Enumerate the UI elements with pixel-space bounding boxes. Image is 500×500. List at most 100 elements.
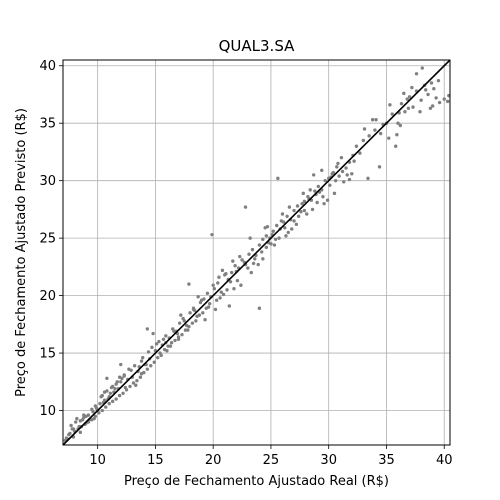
data-point [396,121,400,125]
data-point [214,298,219,302]
data-point [211,283,215,287]
data-point [257,243,262,247]
data-point [301,191,305,196]
data-point [250,247,255,252]
data-point [216,281,220,285]
data-point [265,224,270,229]
data-point [352,159,356,163]
data-point [123,385,128,390]
data-point [152,360,156,364]
data-point [107,401,111,406]
data-point [316,184,321,189]
data-point [378,131,383,136]
data-point [325,198,330,202]
data-point [217,275,221,279]
y-axis-ticks: 10 15 20 25 30 35 40 [39,59,63,419]
data-point [354,144,359,148]
data-point [108,391,113,395]
data-point [407,95,412,99]
data-point [179,313,183,317]
data-point [203,318,207,322]
x-tick-label: 35 [378,453,395,468]
data-point [238,254,242,259]
y-tick-label: 35 [39,117,56,132]
data-point [233,264,237,268]
data-point [169,341,174,345]
data-point [212,287,217,291]
data-point [264,234,269,238]
data-point [426,92,430,97]
data-point [276,176,280,181]
data-point [272,243,277,247]
data-point [320,168,324,173]
x-axis-label: Preço de Fechamento Ajustado Real (R$) [124,474,389,489]
data-point [373,128,377,132]
data-point [220,268,225,273]
y-tick-label: 15 [39,347,56,362]
data-point [261,237,265,241]
data-point [138,375,143,379]
data-point [418,110,422,114]
data-point [292,208,296,213]
data-point [194,319,198,323]
data-point [177,321,182,325]
data-point [428,106,433,110]
data-point [168,344,173,348]
data-point [366,176,370,181]
data-point [131,381,136,385]
y-axis-label: Preço de Fechamento Ajustado Previsto (R… [14,108,29,397]
data-point [218,296,222,300]
data-point [128,384,132,389]
data-point [188,311,192,315]
data-point [420,66,424,70]
data-point [287,205,292,209]
data-point [292,219,296,223]
data-point [158,351,162,355]
x-tick-label: 10 [89,453,106,468]
data-point [296,214,301,218]
data-point [302,199,307,204]
data-point [419,98,423,102]
data-point [253,257,257,261]
data-point [279,219,284,223]
data-point [146,350,151,354]
data-point [336,161,340,166]
data-point [157,339,161,344]
data-point [161,337,166,341]
data-point [331,170,336,175]
data-point [387,136,391,140]
data-point [342,180,346,184]
data-point [134,383,138,387]
data-point [261,257,265,261]
data-point [145,367,150,371]
data-point [264,245,269,250]
data-point [97,411,101,415]
data-point [182,319,186,323]
data-point [199,298,204,302]
y-tick-label: 10 [39,404,56,419]
data-point [100,408,104,413]
data-point [75,416,79,421]
data-point [150,345,154,350]
data-point [436,78,441,83]
data-point [390,112,394,116]
data-point [176,337,181,341]
data-point [196,295,200,299]
data-point [411,105,415,109]
data-point [362,127,367,131]
data-point [313,189,317,193]
data-point [92,416,96,421]
data-point [154,342,159,346]
data-point [74,420,78,424]
data-point [377,165,382,169]
data-point [442,97,446,101]
data-point [224,272,228,276]
data-point [187,282,191,286]
data-point [113,386,117,391]
data-point [358,151,362,155]
data-point [201,311,205,315]
data-point [429,81,434,85]
data-point [388,103,392,107]
data-point [337,174,341,178]
